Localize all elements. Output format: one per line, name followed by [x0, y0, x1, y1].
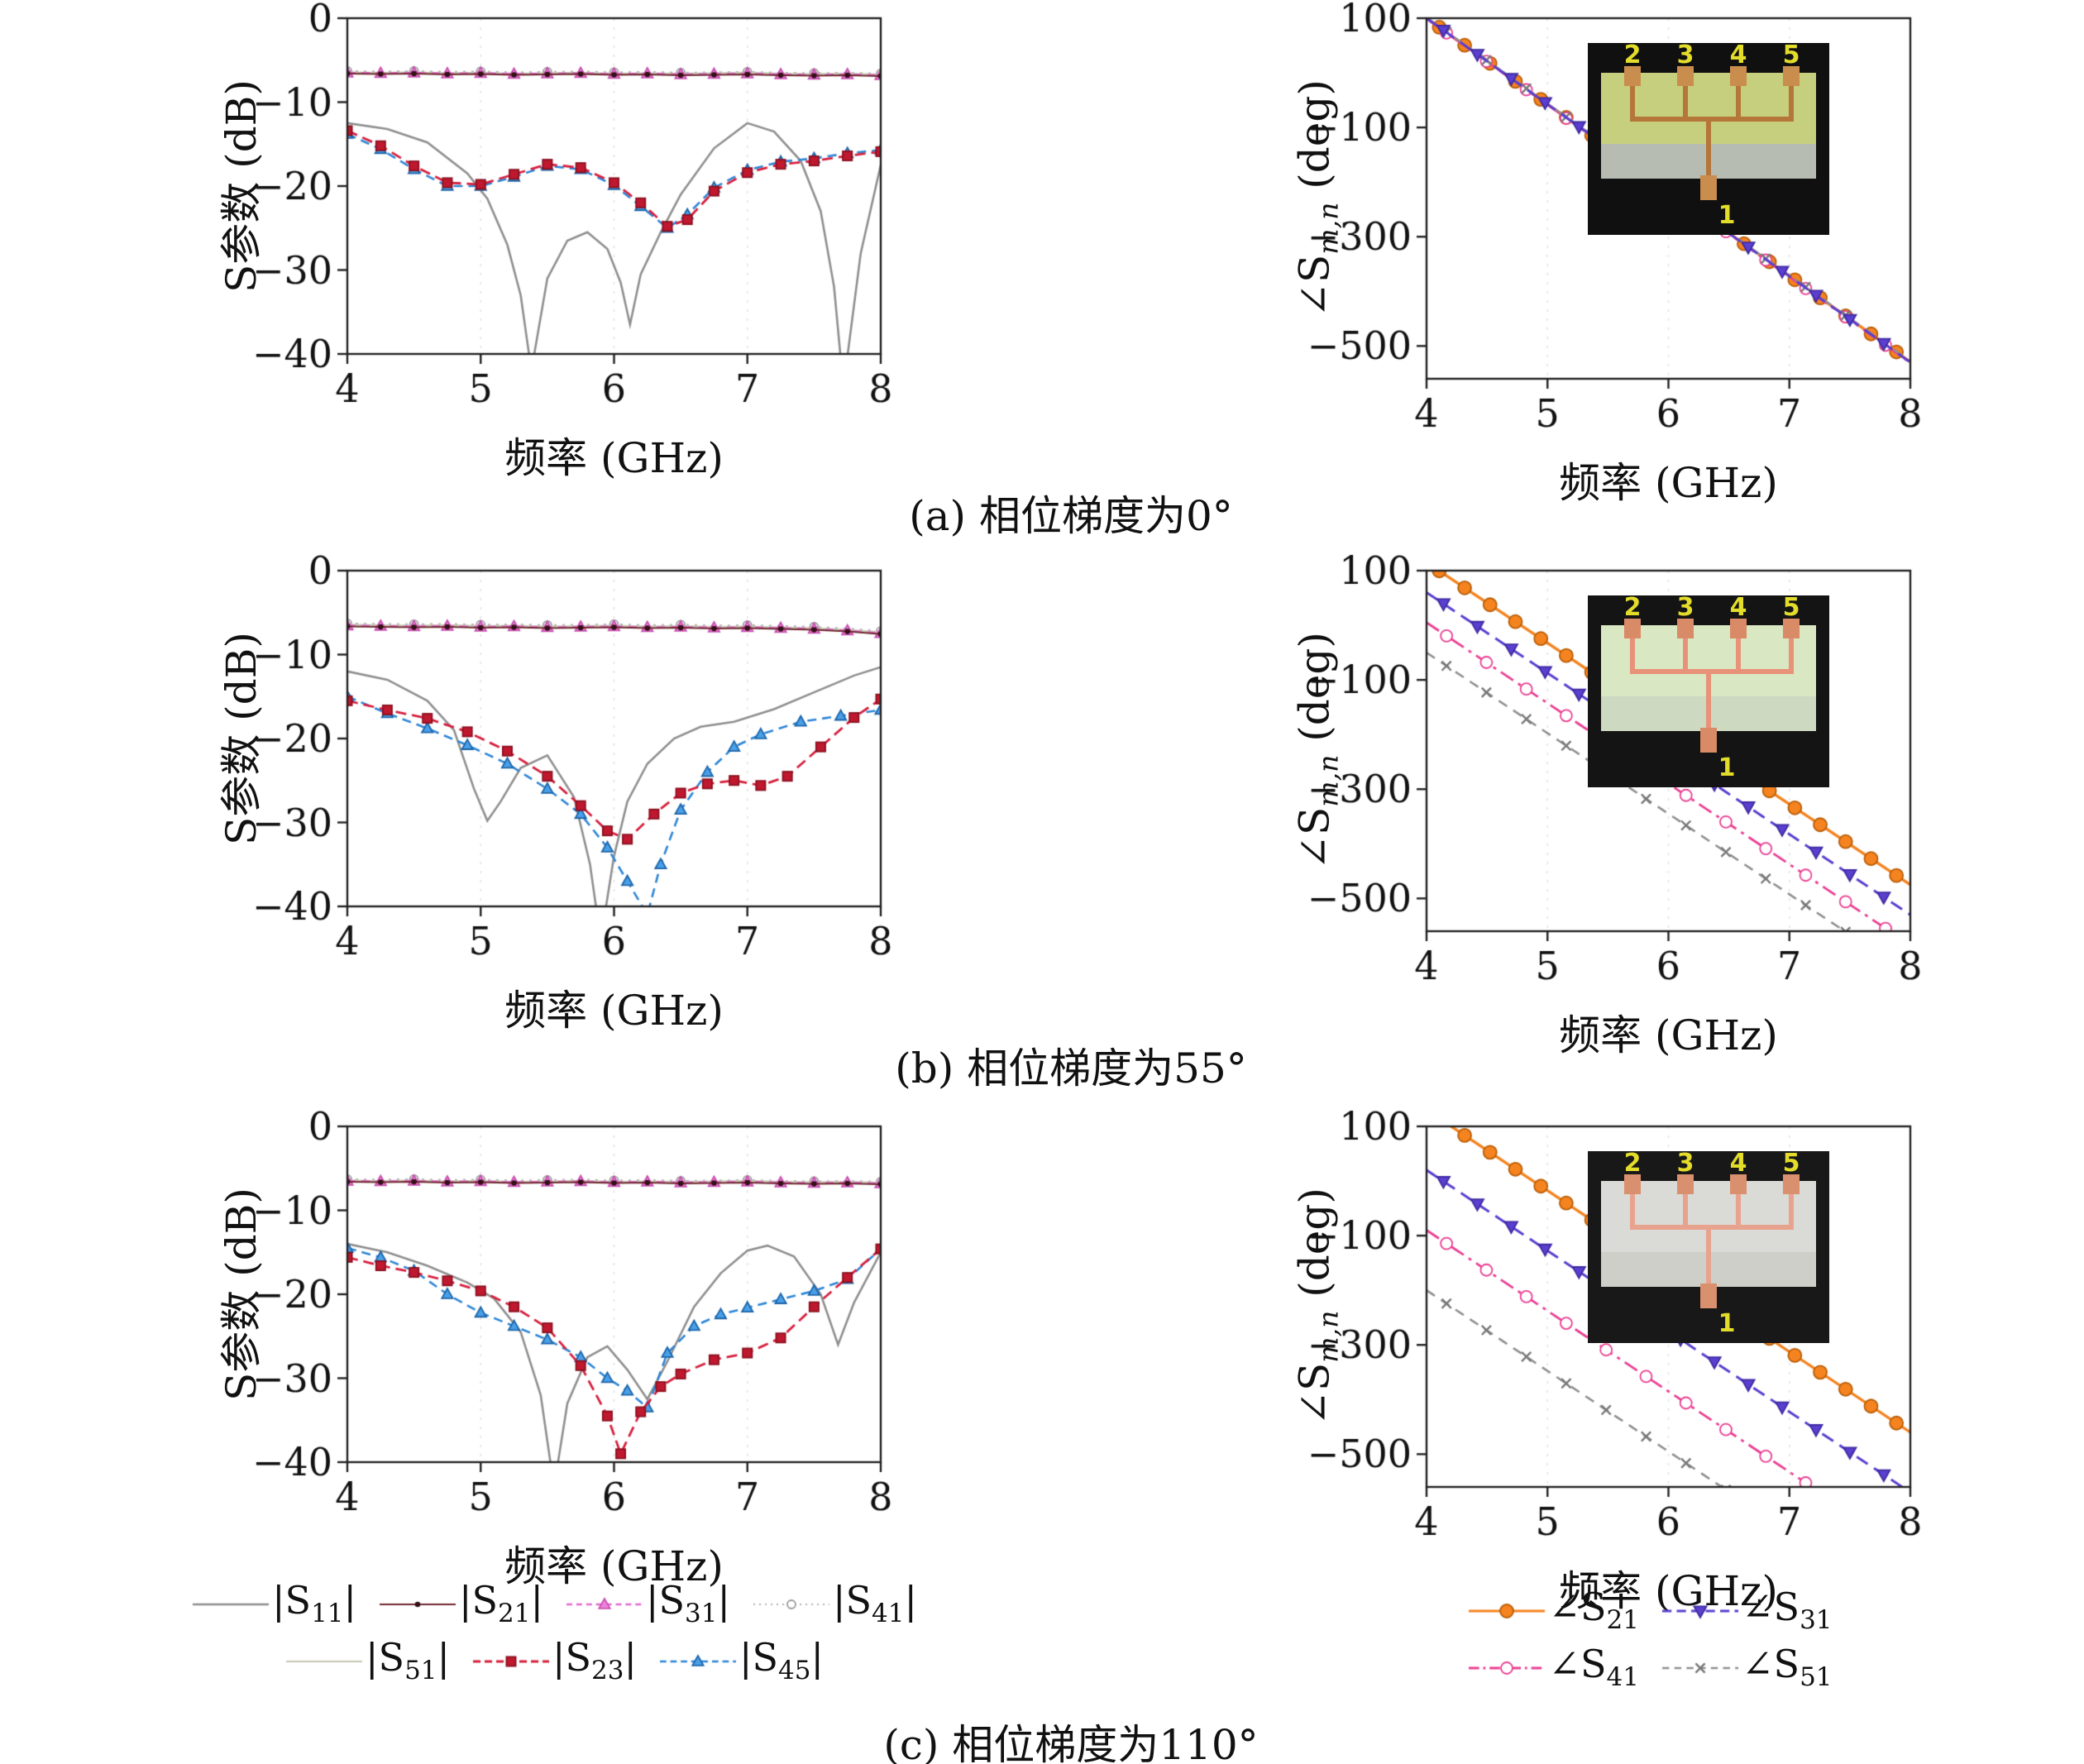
legend-phase-row: ∠S41 ∠S51: [1286, 1642, 2014, 1692]
legend-swatch: [1661, 1593, 1740, 1627]
legend-phase: ∠S21 ∠S31 ∠S41 ∠S51: [1286, 1585, 2014, 1692]
phase-chart-b: ∠Sm,n (deg) 频率 (GHz) 2 3 4 5 1: [1286, 552, 2014, 1082]
x-axis-label: 频率 (GHz): [504, 987, 724, 1035]
port-label: 4: [1730, 1151, 1747, 1178]
legend-label: |S11|: [272, 1578, 357, 1629]
legend-s-parameters: |S11| |S21| |S31| |S41| |S51| |S23| |S45|: [190, 1578, 918, 1685]
circuit-photo: 2 3 4 5 1: [1588, 1149, 1829, 1343]
port-label: 3: [1677, 595, 1694, 622]
caption-c: (c) 相位梯度为110°: [883, 1721, 1259, 1764]
port-label: 4: [1730, 43, 1747, 69]
port-label: 2: [1624, 43, 1642, 69]
s-params-0deg-canvas: [190, 0, 918, 529]
port-label: 3: [1677, 43, 1694, 69]
port-label: 5: [1783, 595, 1800, 622]
s-parameters-chart-a: S参数 (dB) 频率 (GHz): [190, 0, 918, 529]
port-label: 2: [1624, 1151, 1642, 1178]
circuit-photo-inset: 2 3 4 5 1: [1588, 1149, 1829, 1343]
legend-item-s11: |S11|: [191, 1578, 356, 1628]
phase-chart-a: ∠Sm,n (deg) 频率 (GHz) 2 3 4 5 1: [1286, 0, 2014, 529]
legend-s-parameters-row: |S51| |S23| |S45|: [190, 1635, 918, 1685]
caption-b: (b) 相位梯度为55°: [895, 1045, 1247, 1092]
legend-label: |S51|: [366, 1635, 451, 1686]
y-axis-label: ∠Sm,n (deg): [1290, 1188, 1345, 1426]
legend-item-s23: |S23|: [471, 1635, 637, 1685]
x-axis-label: 频率 (GHz): [1559, 459, 1778, 507]
port-label: 5: [1783, 43, 1800, 69]
legend-item-s41: |S41|: [751, 1578, 917, 1629]
legend-item-s51: |S51|: [284, 1635, 450, 1685]
phase-chart-c: ∠Sm,n (deg) 频率 (GHz) 2 3 4 5 1: [1286, 1108, 2014, 1637]
legend-swatch: [565, 1586, 644, 1620]
legend-s-parameters-row: |S11| |S21| |S31| |S41|: [190, 1578, 918, 1628]
y-axis-label: ∠Sm,n (deg): [1290, 79, 1345, 318]
y-axis-label: S参数 (dB): [217, 632, 265, 845]
port-label: 4: [1730, 595, 1747, 622]
s-parameters-chart-c: S参数 (dB) 频率 (GHz): [190, 1108, 918, 1637]
port-label: 2: [1624, 595, 1642, 622]
legend-item-p51: ∠S51: [1661, 1642, 1833, 1692]
legend-label: |S45|: [738, 1635, 824, 1686]
circuit-photo: 2 3 4 5 1: [1588, 593, 1829, 787]
port-label: 1: [1718, 201, 1736, 230]
legend-swatch: [284, 1643, 365, 1677]
port-label: 3: [1677, 1151, 1694, 1178]
legend-item-p41: ∠S41: [1467, 1642, 1639, 1692]
legend-label: ∠S31: [1742, 1585, 1833, 1636]
legend-swatch: [1661, 1650, 1740, 1684]
legend-swatch: [378, 1586, 458, 1620]
s-parameters-chart-b: S参数 (dB) 频率 (GHz): [190, 552, 918, 1082]
y-axis-label: S参数 (dB): [217, 1188, 265, 1401]
circuit-photo-inset: 2 3 4 5 1: [1588, 593, 1829, 787]
y-axis-label: ∠Sm,n (deg): [1290, 632, 1345, 870]
legend-label: ∠S21: [1548, 1585, 1639, 1636]
port-label: 5: [1783, 1151, 1800, 1178]
port-label: 1: [1718, 753, 1736, 782]
legend-item-s31: |S31|: [565, 1578, 730, 1628]
x-axis-label: 频率 (GHz): [1559, 1011, 1778, 1059]
legend-swatch: [657, 1643, 738, 1677]
legend-phase-row: ∠S21 ∠S31: [1286, 1585, 2014, 1635]
port-label: 1: [1718, 1309, 1736, 1338]
legend-swatch: [1467, 1650, 1547, 1684]
legend-label: |S23|: [552, 1635, 637, 1686]
legend-item-p31: ∠S31: [1661, 1585, 1833, 1635]
circuit-photo: 2 3 4 5 1: [1588, 41, 1829, 235]
circuit-photo-inset: 2 3 4 5 1: [1588, 41, 1829, 235]
legend-label: ∠S51: [1742, 1642, 1833, 1693]
s-params-55deg-canvas: [190, 552, 918, 1082]
legend-item-s21: |S21|: [378, 1578, 543, 1628]
legend-item-s45: |S45|: [657, 1635, 824, 1686]
s-params-110deg-canvas: [190, 1108, 918, 1637]
legend-swatch: [751, 1586, 831, 1620]
legend-swatch: [471, 1643, 552, 1677]
legend-swatch: [1467, 1593, 1547, 1627]
x-axis-label: 频率 (GHz): [504, 434, 724, 482]
y-axis-label: S参数 (dB): [217, 79, 265, 293]
legend-label: |S31|: [646, 1578, 730, 1629]
caption-a: (a) 相位梯度为0°: [909, 492, 1233, 540]
legend-label: |S21|: [459, 1578, 543, 1629]
legend-label: ∠S41: [1548, 1642, 1639, 1693]
legend-item-p21: ∠S21: [1467, 1585, 1639, 1635]
legend-swatch: [191, 1586, 271, 1620]
legend-label: |S41|: [832, 1578, 917, 1629]
x-axis-label: 频率 (GHz): [504, 1542, 724, 1590]
